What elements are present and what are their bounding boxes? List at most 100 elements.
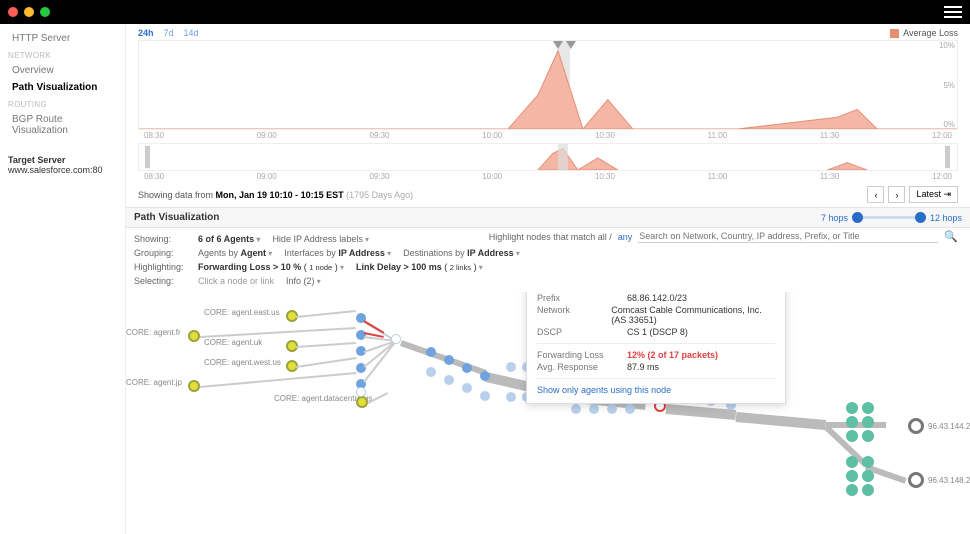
main-area: HTTP Server NETWORK Overview Path Visual… <box>0 24 970 534</box>
dest-hop[interactable] <box>862 402 874 414</box>
range-14d[interactable]: 14d <box>184 28 199 38</box>
hops-track[interactable] <box>854 216 924 219</box>
viz-label: CORE: agent.east.us <box>204 308 280 317</box>
dest-hop[interactable] <box>846 430 858 442</box>
xt: 10:00 <box>482 131 502 140</box>
loss-chart[interactable]: 10% 5% 0% <box>138 40 958 130</box>
xt: 11:00 <box>708 172 727 181</box>
mini-chart[interactable] <box>138 143 958 171</box>
xt: 09:00 <box>257 131 277 140</box>
path-viz[interactable]: CORE: agent.east.usCORE: agent.frCORE: a… <box>126 292 970 534</box>
agent-node[interactable] <box>356 396 368 408</box>
edge[interactable] <box>296 357 356 368</box>
hop[interactable] <box>480 371 490 381</box>
meta-text: Showing data from Mon, Jan 19 10:10 - 10… <box>138 190 413 200</box>
search-icon[interactable]: 🔍 <box>944 230 958 243</box>
section-header: Path Visualization 7 hops 12 hops <box>126 207 970 228</box>
xticks-main: 08:30 09:00 09:30 10:00 10:30 11:00 11:3… <box>138 130 958 141</box>
hop[interactable] <box>444 355 454 365</box>
edge[interactable] <box>296 342 356 348</box>
hops-slider[interactable]: 7 hops 12 hops <box>821 213 962 223</box>
xt: 10:30 <box>595 131 615 140</box>
hide-labels[interactable]: Hide IP Address labels <box>272 234 369 244</box>
destination[interactable] <box>908 472 924 488</box>
hops-thumb-left[interactable] <box>852 212 863 223</box>
tt-key: DSCP <box>537 327 627 337</box>
dest-hop[interactable] <box>846 456 858 468</box>
hop[interactable] <box>391 334 401 344</box>
group-interfaces[interactable]: Interfaces by IP Address <box>284 248 391 258</box>
highlight-label: Highlighting: <box>134 262 186 272</box>
min-dot[interactable] <box>24 7 34 17</box>
latest-button[interactable]: Latest ⇥ <box>909 186 958 203</box>
hop[interactable] <box>480 391 490 401</box>
target-value: www.salesforce.com:80 <box>8 165 117 175</box>
menu-icon[interactable] <box>944 6 962 18</box>
hop[interactable] <box>426 367 436 377</box>
nav-overview[interactable]: Overview <box>0 62 125 79</box>
dest-hop[interactable] <box>846 416 858 428</box>
hop[interactable] <box>589 404 599 414</box>
viz-label: CORE: agent.fr <box>126 328 181 337</box>
hop[interactable] <box>607 404 617 414</box>
select-hint: Click a node or link <box>198 276 274 286</box>
chart-svg <box>139 41 957 129</box>
prev-button[interactable]: ‹ <box>867 186 884 203</box>
close-dot[interactable] <box>8 7 18 17</box>
dest-hop[interactable] <box>862 484 874 496</box>
agent-node[interactable] <box>188 330 200 342</box>
meta-range: Mon, Jan 19 10:10 - 10:15 EST <box>216 190 344 200</box>
time-ranges: 24h 7d 14d <box>138 28 199 38</box>
pager: ‹ › Latest ⇥ <box>867 186 958 203</box>
range-24h[interactable]: 24h <box>138 28 154 38</box>
dest-hop[interactable] <box>846 470 858 482</box>
edge[interactable] <box>200 372 356 388</box>
dest-hop[interactable] <box>862 430 874 442</box>
hop[interactable] <box>426 347 436 357</box>
tt-filter-link[interactable]: Show only agents using this node <box>537 385 775 395</box>
next-button[interactable]: › <box>888 186 905 203</box>
dest-hop[interactable] <box>846 484 858 496</box>
tt-val: CS 1 (DSCP 8) <box>627 327 688 337</box>
edge[interactable] <box>200 327 356 338</box>
dest-hop[interactable] <box>862 456 874 468</box>
destination[interactable] <box>908 418 924 434</box>
viz-label: 96.43.144.26 <box>928 422 970 431</box>
range-7d[interactable]: 7d <box>164 28 174 38</box>
max-dot[interactable] <box>40 7 50 17</box>
xticks-mini: 08:30 09:00 09:30 10:00 10:30 11:00 11:3… <box>138 171 958 182</box>
highlight-loss[interactable]: Forwarding Loss > 10 % ( 1 node ) <box>198 262 344 272</box>
edge[interactable] <box>296 310 356 318</box>
tt-key: Network <box>537 305 611 325</box>
match-text: Highlight nodes that match all / <box>489 232 612 242</box>
nav-path-viz[interactable]: Path Visualization <box>0 79 125 96</box>
hop[interactable] <box>571 404 581 414</box>
highlight-delay[interactable]: Link Delay > 100 ms ( 2 links ) <box>356 262 483 272</box>
meta-row: Showing data from Mon, Jan 19 10:10 - 10… <box>138 186 958 203</box>
hop[interactable] <box>444 375 454 385</box>
xt: 12:00 <box>932 131 952 140</box>
hop[interactable] <box>506 392 516 402</box>
xt: 09:30 <box>369 172 389 181</box>
hop[interactable] <box>462 363 472 373</box>
info-dropdown[interactable]: Info (2) <box>286 276 321 286</box>
meta-prefix: Showing data from <box>138 190 216 200</box>
group-agents[interactable]: Agents by Agent <box>198 248 272 258</box>
group-dest[interactable]: Destinations by IP Address <box>403 248 520 258</box>
agent-node[interactable] <box>188 380 200 392</box>
hop[interactable] <box>506 362 516 372</box>
nav-http-server[interactable]: HTTP Server <box>0 30 125 47</box>
search-input[interactable] <box>638 230 938 243</box>
nav-bgp[interactable]: BGP Route Visualization <box>0 111 125 139</box>
hops-thumb-right[interactable] <box>915 212 926 223</box>
hop[interactable] <box>356 387 366 397</box>
hop[interactable] <box>462 383 472 393</box>
dest-hop[interactable] <box>846 402 858 414</box>
dest-hop[interactable] <box>862 470 874 482</box>
edge[interactable] <box>736 412 827 430</box>
hop[interactable] <box>625 404 635 414</box>
tt-val: Comcast Cable Communications, Inc. (AS 3… <box>611 305 775 325</box>
dest-hop[interactable] <box>862 416 874 428</box>
match-any-link[interactable]: any <box>618 232 633 242</box>
showing-value[interactable]: 6 of 6 Agents <box>198 234 260 244</box>
